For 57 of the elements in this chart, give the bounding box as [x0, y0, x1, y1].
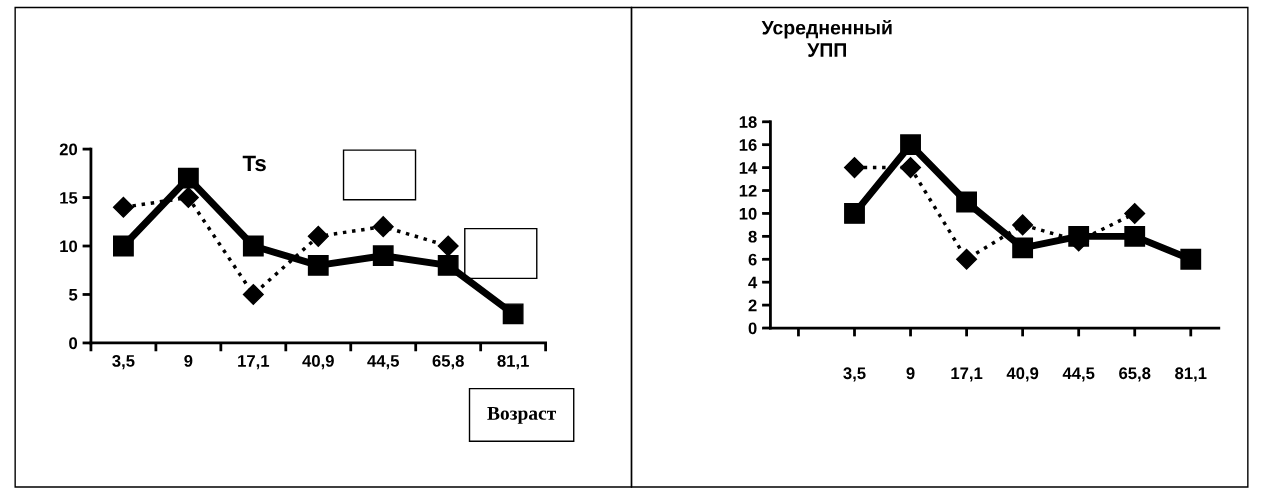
point: [242, 283, 264, 305]
x-tick-label: 81,1: [497, 355, 529, 370]
point: [1124, 225, 1146, 247]
point: [1068, 225, 1090, 247]
point: [956, 191, 978, 213]
y-tick-label: 0: [69, 337, 78, 350]
point: [307, 254, 329, 276]
y-tick-label: 12: [739, 184, 757, 197]
point: [177, 167, 199, 189]
point: [502, 303, 524, 325]
point: [437, 254, 459, 276]
y-tick-label: 8: [748, 230, 757, 243]
x-tick-label: 40,9: [1006, 367, 1039, 382]
x-tick-label: 44,5: [1062, 367, 1095, 382]
point: [844, 203, 865, 224]
y-tick-label: 15: [60, 192, 78, 204]
x-tick-label: 65,8: [432, 355, 464, 370]
point: [437, 235, 459, 257]
y-tick-label: 6: [748, 253, 757, 266]
chart-title: Усредненный УПП: [761, 19, 892, 57]
y-tick-label: 5: [68, 289, 78, 301]
x-tick-label: 81,1: [1175, 367, 1207, 382]
y-tick-label: 18: [739, 116, 757, 128]
point: [177, 187, 199, 209]
x-tick-label: 65,8: [1119, 367, 1151, 382]
y-tick-label: 14: [739, 162, 758, 174]
point: [900, 157, 922, 179]
point: [112, 196, 134, 218]
x-tick-label: 3,5: [843, 367, 866, 382]
point: [843, 157, 866, 179]
y-tick-label: 10: [739, 207, 757, 220]
x-tick-label: 17,1: [951, 367, 983, 382]
point: [1012, 214, 1034, 236]
point: [112, 235, 134, 257]
point: [307, 225, 329, 247]
point: [372, 245, 394, 267]
y-tick-label: 4: [748, 276, 758, 289]
y-tick-label: 2: [748, 299, 757, 312]
y-tick-label: 16: [739, 139, 757, 151]
y-tick-label: 20: [59, 143, 78, 156]
x-axis-title: Возраст: [487, 406, 556, 424]
point: [242, 235, 264, 257]
point: [1180, 248, 1202, 270]
chart-title: Ts: [242, 155, 266, 172]
x-tick-label: 9: [184, 355, 193, 367]
y-tick-label: 0: [748, 322, 757, 335]
x-tick-label: 3,5: [112, 355, 135, 370]
x-tick-label: 9: [906, 367, 915, 380]
point: [1012, 237, 1034, 259]
point: [956, 248, 978, 270]
point: [1124, 202, 1146, 224]
x-tick-label: 44,5: [367, 355, 399, 370]
point: [372, 216, 394, 238]
y-tick-label: 10: [60, 240, 78, 253]
x-tick-label: 40,9: [302, 355, 334, 370]
point: [900, 134, 921, 156]
x-tick-label: 17,1: [238, 355, 270, 370]
